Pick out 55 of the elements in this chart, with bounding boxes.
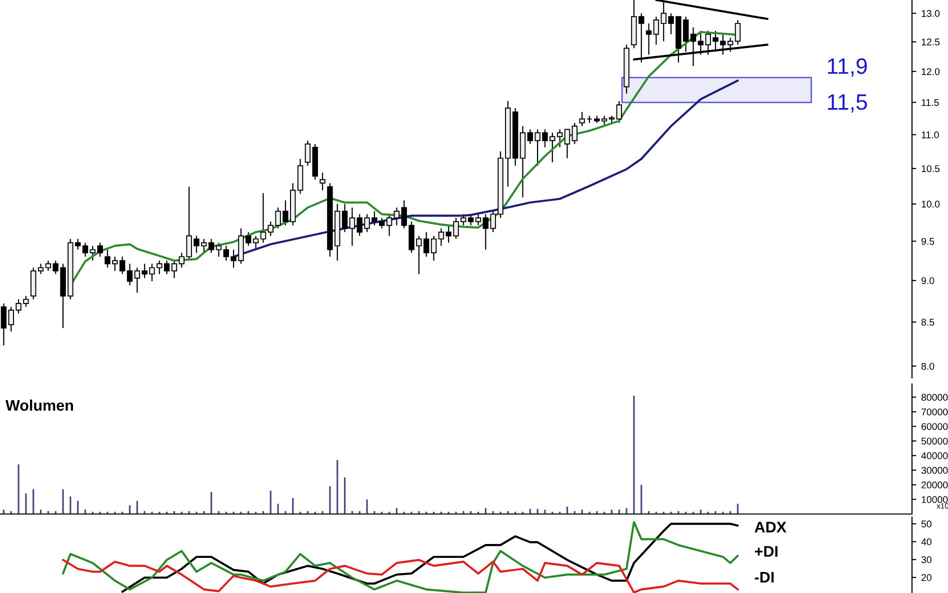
y-tick-label: 30 — [921, 556, 932, 564]
candlestick — [320, 172, 326, 191]
candlestick — [475, 214, 482, 226]
candlestick — [430, 235, 437, 262]
y-tick-label: 60000 — [922, 423, 948, 430]
candlestick — [646, 22, 652, 56]
line-series — [62, 558, 739, 593]
candlestick — [342, 203, 348, 233]
y-tick-label: 20000 — [922, 482, 948, 488]
y-tick-label: 8.5 — [921, 318, 934, 326]
y-tick-label: 40 — [921, 538, 932, 546]
candlestick — [45, 260, 52, 272]
y-tick-label: 50 — [921, 520, 932, 528]
candlestick — [564, 128, 570, 159]
candlestick — [386, 214, 392, 236]
candlestick — [572, 122, 578, 145]
candlestick — [216, 242, 222, 258]
y-tick-label: 9.0 — [921, 277, 934, 284]
y-tick-label: 9.5 — [921, 238, 934, 245]
candlestick — [38, 263, 44, 275]
candlestick — [734, 19, 741, 46]
y-tick-label: 10.0 — [922, 200, 940, 208]
y-tick-label: 40000 — [921, 452, 948, 460]
candlestick — [349, 207, 356, 246]
candlestick — [616, 100, 622, 124]
y-tick-label: 8.0 — [921, 362, 934, 370]
y-tick-label: 13.0 — [922, 10, 940, 17]
y-tick-label: 10000 — [922, 496, 948, 504]
series-label: ADX — [754, 522, 786, 532]
candlestick — [601, 115, 608, 126]
y-tick-label: 12.5 — [922, 38, 940, 46]
candlestick — [260, 192, 266, 244]
candlestick — [82, 242, 88, 258]
y-tick-label: 80000 — [921, 394, 948, 401]
candlestick — [653, 16, 660, 46]
annotation: 11,9 — [828, 58, 867, 77]
y-tick-label: 50000 — [921, 438, 948, 445]
y-tick-label: 12.0 — [922, 68, 940, 76]
y-tick-label: 70000 — [922, 408, 948, 416]
candlestick — [171, 260, 178, 279]
candlestick — [556, 128, 563, 148]
y-tick-label: 10.5 — [922, 165, 940, 172]
candlestick — [304, 140, 311, 166]
candlestick — [252, 235, 259, 250]
series-label: +DI — [754, 546, 778, 557]
series-label: -DI — [754, 572, 774, 583]
y-tick-label: 11.0 — [922, 131, 939, 138]
candlestick — [579, 111, 585, 127]
annotation: 11,5 — [828, 94, 867, 113]
y-tick-label: 11.5 — [922, 99, 939, 106]
text: Wolumen — [5, 400, 73, 411]
y-tick-label: 30000 — [921, 466, 948, 474]
candlestick — [0, 302, 7, 346]
y-tick-label: 20 — [922, 574, 932, 582]
candlestick — [126, 263, 133, 286]
